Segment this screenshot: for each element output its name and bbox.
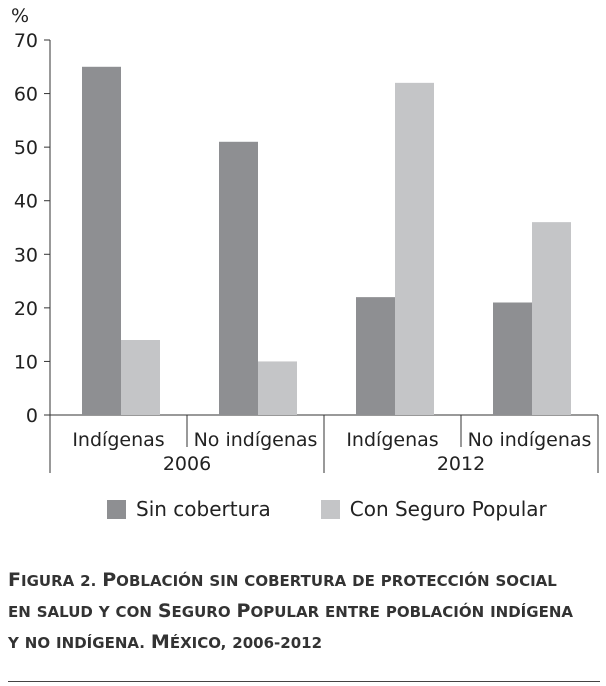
legend-swatch-sin-cobertura: [107, 499, 126, 519]
bar-sin-cobertura-3: [493, 302, 532, 415]
y-tick-label-70: 70: [14, 30, 38, 52]
y-tick-label-0: 0: [26, 405, 38, 427]
bar-sin-cobertura-1: [219, 141, 258, 416]
bar-sin-cobertura-0: [82, 66, 121, 416]
x-category-label-0: Indígenas: [72, 429, 164, 451]
y-tick-label-10: 10: [14, 351, 38, 373]
y-tick-label-30: 30: [14, 244, 38, 266]
figure-caption: FIGURA 2. POBLACIÓN SIN COBERTURA DE PRO…: [8, 565, 600, 658]
caption-line-3: Y NO INDÍGENA. MÉXICO, 2006-2012: [8, 631, 323, 653]
bar-con-seguro-popular-1: [258, 361, 297, 415]
legend-item-sin-cobertura: Sin cobertura: [107, 497, 271, 521]
x-group-label-2012: 2012: [437, 453, 485, 475]
caption-line-2: EN SALUD Y CON SEGURO POPULAR ENTRE POBL…: [8, 600, 573, 622]
legend-item-con-seguro-popular: Con Seguro Popular: [320, 497, 547, 521]
y-tick-label-20: 20: [14, 298, 38, 320]
y-tick-label-60: 60: [14, 84, 38, 106]
legend-swatch-con-seguro-popular: [320, 499, 340, 519]
legend-label-sin-cobertura: Sin cobertura: [136, 497, 271, 521]
x-group-label-2006: 2006: [163, 453, 211, 475]
bar-sin-cobertura-2: [356, 297, 395, 415]
bar-chart: % 0 10 20 30 40 50 60 70 Indígenas No indígenas Ind…: [11, 5, 599, 475]
bottom-divider: [8, 681, 600, 682]
y-tick-label-40: 40: [14, 191, 38, 213]
bar-con-seguro-popular-2: [395, 82, 434, 415]
x-category-label-2: Indígenas: [346, 429, 438, 451]
chart-legend: Sin cobertura Con Seguro Popular: [107, 497, 597, 521]
x-category-label-3: No indígenas: [468, 429, 592, 451]
y-axis-label: %: [11, 5, 29, 27]
legend-label-con-seguro-popular: Con Seguro Popular: [349, 497, 547, 521]
bar-con-seguro-popular-0: [121, 340, 160, 415]
bar-con-seguro-popular-3: [532, 222, 571, 415]
y-tick-label-50: 50: [14, 137, 38, 159]
caption-line-1: FIGURA 2. POBLACIÓN SIN COBERTURA DE PRO…: [8, 569, 557, 591]
x-category-label-1: No indígenas: [194, 429, 318, 451]
